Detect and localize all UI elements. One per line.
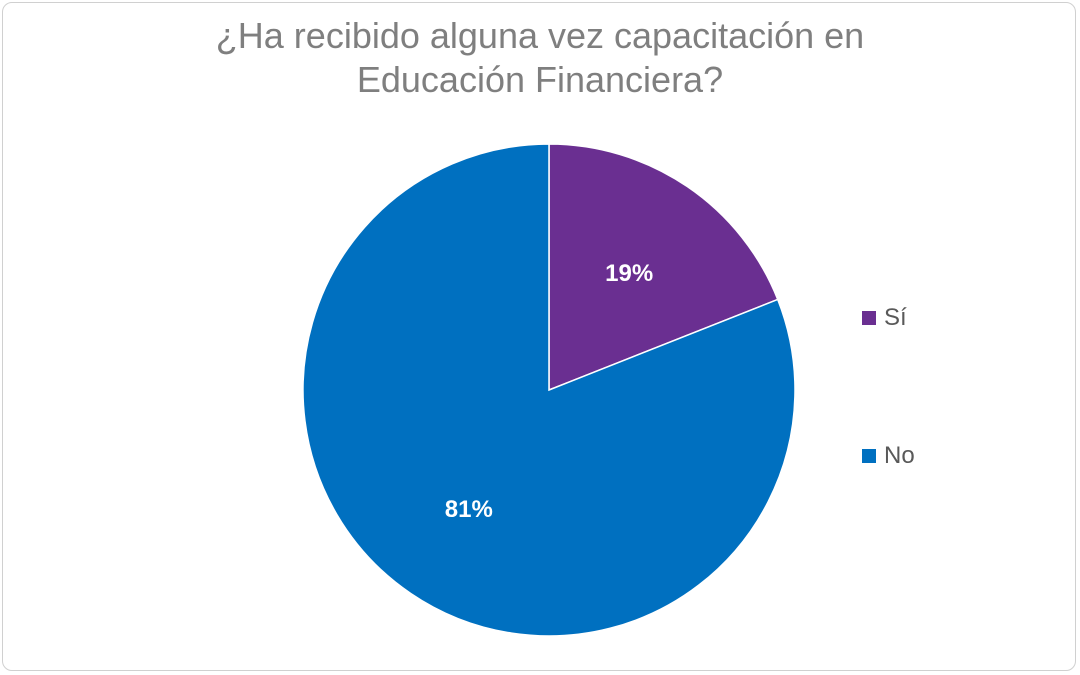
- legend-label-si: Sí: [884, 304, 907, 331]
- pie-slice-no: [302, 143, 796, 637]
- chart-title-line-2: Educación Financiera?: [356, 59, 724, 100]
- legend-swatch-no: [862, 449, 876, 463]
- chart-title: ¿Ha recibido alguna vez capacitación en …: [0, 14, 1080, 102]
- legend-item-no: No: [862, 442, 915, 470]
- legend-swatch-si: [862, 311, 876, 325]
- pie-slice-si: [548, 143, 779, 392]
- data-label-no: 81%: [445, 496, 493, 523]
- legend-label-no: No: [884, 442, 915, 469]
- legend-item-si: Sí: [862, 304, 907, 332]
- chart-title-line-1: ¿Ha recibido alguna vez capacitación en: [215, 15, 865, 56]
- data-label-si: 19%: [605, 260, 653, 287]
